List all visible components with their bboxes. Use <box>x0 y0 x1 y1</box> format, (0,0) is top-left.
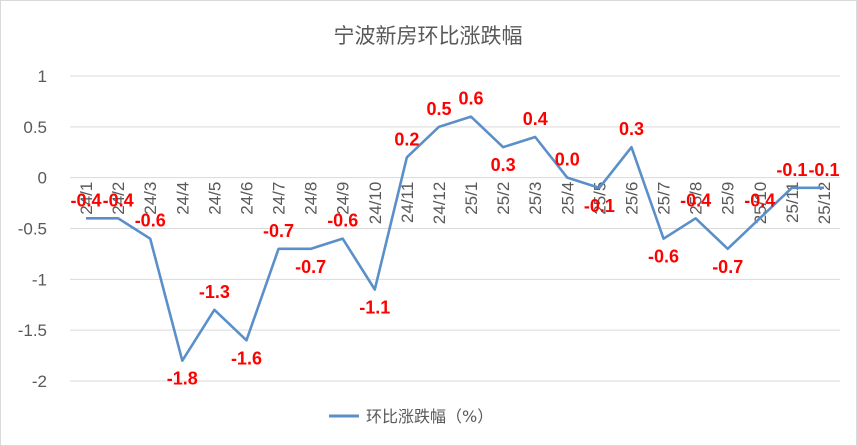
x-tick-label: 24/6 <box>237 182 256 215</box>
data-label: 0.3 <box>491 155 516 175</box>
gridlines <box>70 75 840 382</box>
legend-label: 环比涨跌幅（%） <box>366 407 493 426</box>
x-tick-label: 24/8 <box>302 182 321 215</box>
data-label: -0.6 <box>327 211 358 231</box>
x-tick-label: 24/7 <box>270 182 289 215</box>
x-tick-label: 25/7 <box>655 182 674 215</box>
y-tick-label: -1.5 <box>18 321 47 340</box>
y-tick-label: -0.5 <box>18 220 47 239</box>
data-label: -0.7 <box>295 257 326 277</box>
y-tick-label: 1 <box>38 67 47 86</box>
data-label: -0.7 <box>263 221 294 241</box>
x-tick-label: 25/9 <box>719 182 738 215</box>
x-tick-label: 24/4 <box>173 182 192 215</box>
series-line <box>86 115 824 362</box>
x-tick-label: 25/2 <box>494 182 513 215</box>
x-tick-label: 25/6 <box>622 182 641 215</box>
x-axis-ticks: 24/1 24/2 24/3 24/4 24/5 24/6 24/7 24/8 24/9 24/1… <box>77 182 834 225</box>
x-tick-label: 25/8 <box>687 182 706 215</box>
y-tick-label: 0.5 <box>23 118 47 137</box>
data-label: -1.6 <box>231 348 262 368</box>
data-label: -1.1 <box>359 298 390 318</box>
x-tick-label: 24/10 <box>366 182 385 225</box>
x-tick-label: 24/1 <box>77 182 96 215</box>
x-tick-label: 24/5 <box>205 182 224 215</box>
x-tick-label: 24/2 <box>109 182 128 215</box>
data-label: -1.3 <box>199 282 230 302</box>
data-labels: -0.4 -0.4-0.6-1.8-1.3-1.6-0.7-0.7-0.6-1.1… <box>71 89 840 389</box>
x-tick-label: 25/5 <box>590 182 609 215</box>
x-tick-label: 25/4 <box>558 182 577 215</box>
data-label: -0.4 <box>744 190 775 210</box>
data-label: -1.8 <box>167 369 198 389</box>
y-tick-label: -2 <box>32 372 47 391</box>
x-tick-label: 24/12 <box>430 182 449 225</box>
data-label: -0.1 <box>776 160 807 180</box>
data-label: -0.4 <box>71 190 102 210</box>
x-tick-label: 25/1 <box>462 182 481 215</box>
data-label: -0.6 <box>135 211 166 231</box>
y-tick-label: 0 <box>38 169 47 188</box>
y-tick-label: -1 <box>32 270 47 289</box>
data-label: 0.2 <box>394 129 419 149</box>
data-label: -0.4 <box>103 190 134 210</box>
y-axis-ticks: 1 0.5 0 -0.5 -1 -1.5 -2 <box>18 67 47 391</box>
data-label: -0.4 <box>680 190 711 210</box>
x-tick-label: 24/11 <box>398 182 417 223</box>
data-label: -0.1 <box>584 196 615 216</box>
legend: 环比涨跌幅（%） <box>329 407 493 426</box>
x-tick-label: 24/3 <box>141 182 160 215</box>
data-label: -0.1 <box>808 160 839 180</box>
data-label: 0.4 <box>523 109 548 129</box>
chart-title: 宁波新房环比涨跌幅 <box>334 24 523 48</box>
data-label: 0.0 <box>555 150 580 170</box>
x-tick-label: 24/9 <box>334 182 353 215</box>
data-label: -0.6 <box>648 247 679 267</box>
x-tick-label: 25/3 <box>526 182 545 215</box>
x-tick-label: 25/12 <box>815 182 834 225</box>
data-label: -0.7 <box>712 257 743 277</box>
data-label: 0.3 <box>619 119 644 139</box>
data-label: 0.5 <box>426 99 451 119</box>
data-label: 0.6 <box>459 89 484 109</box>
